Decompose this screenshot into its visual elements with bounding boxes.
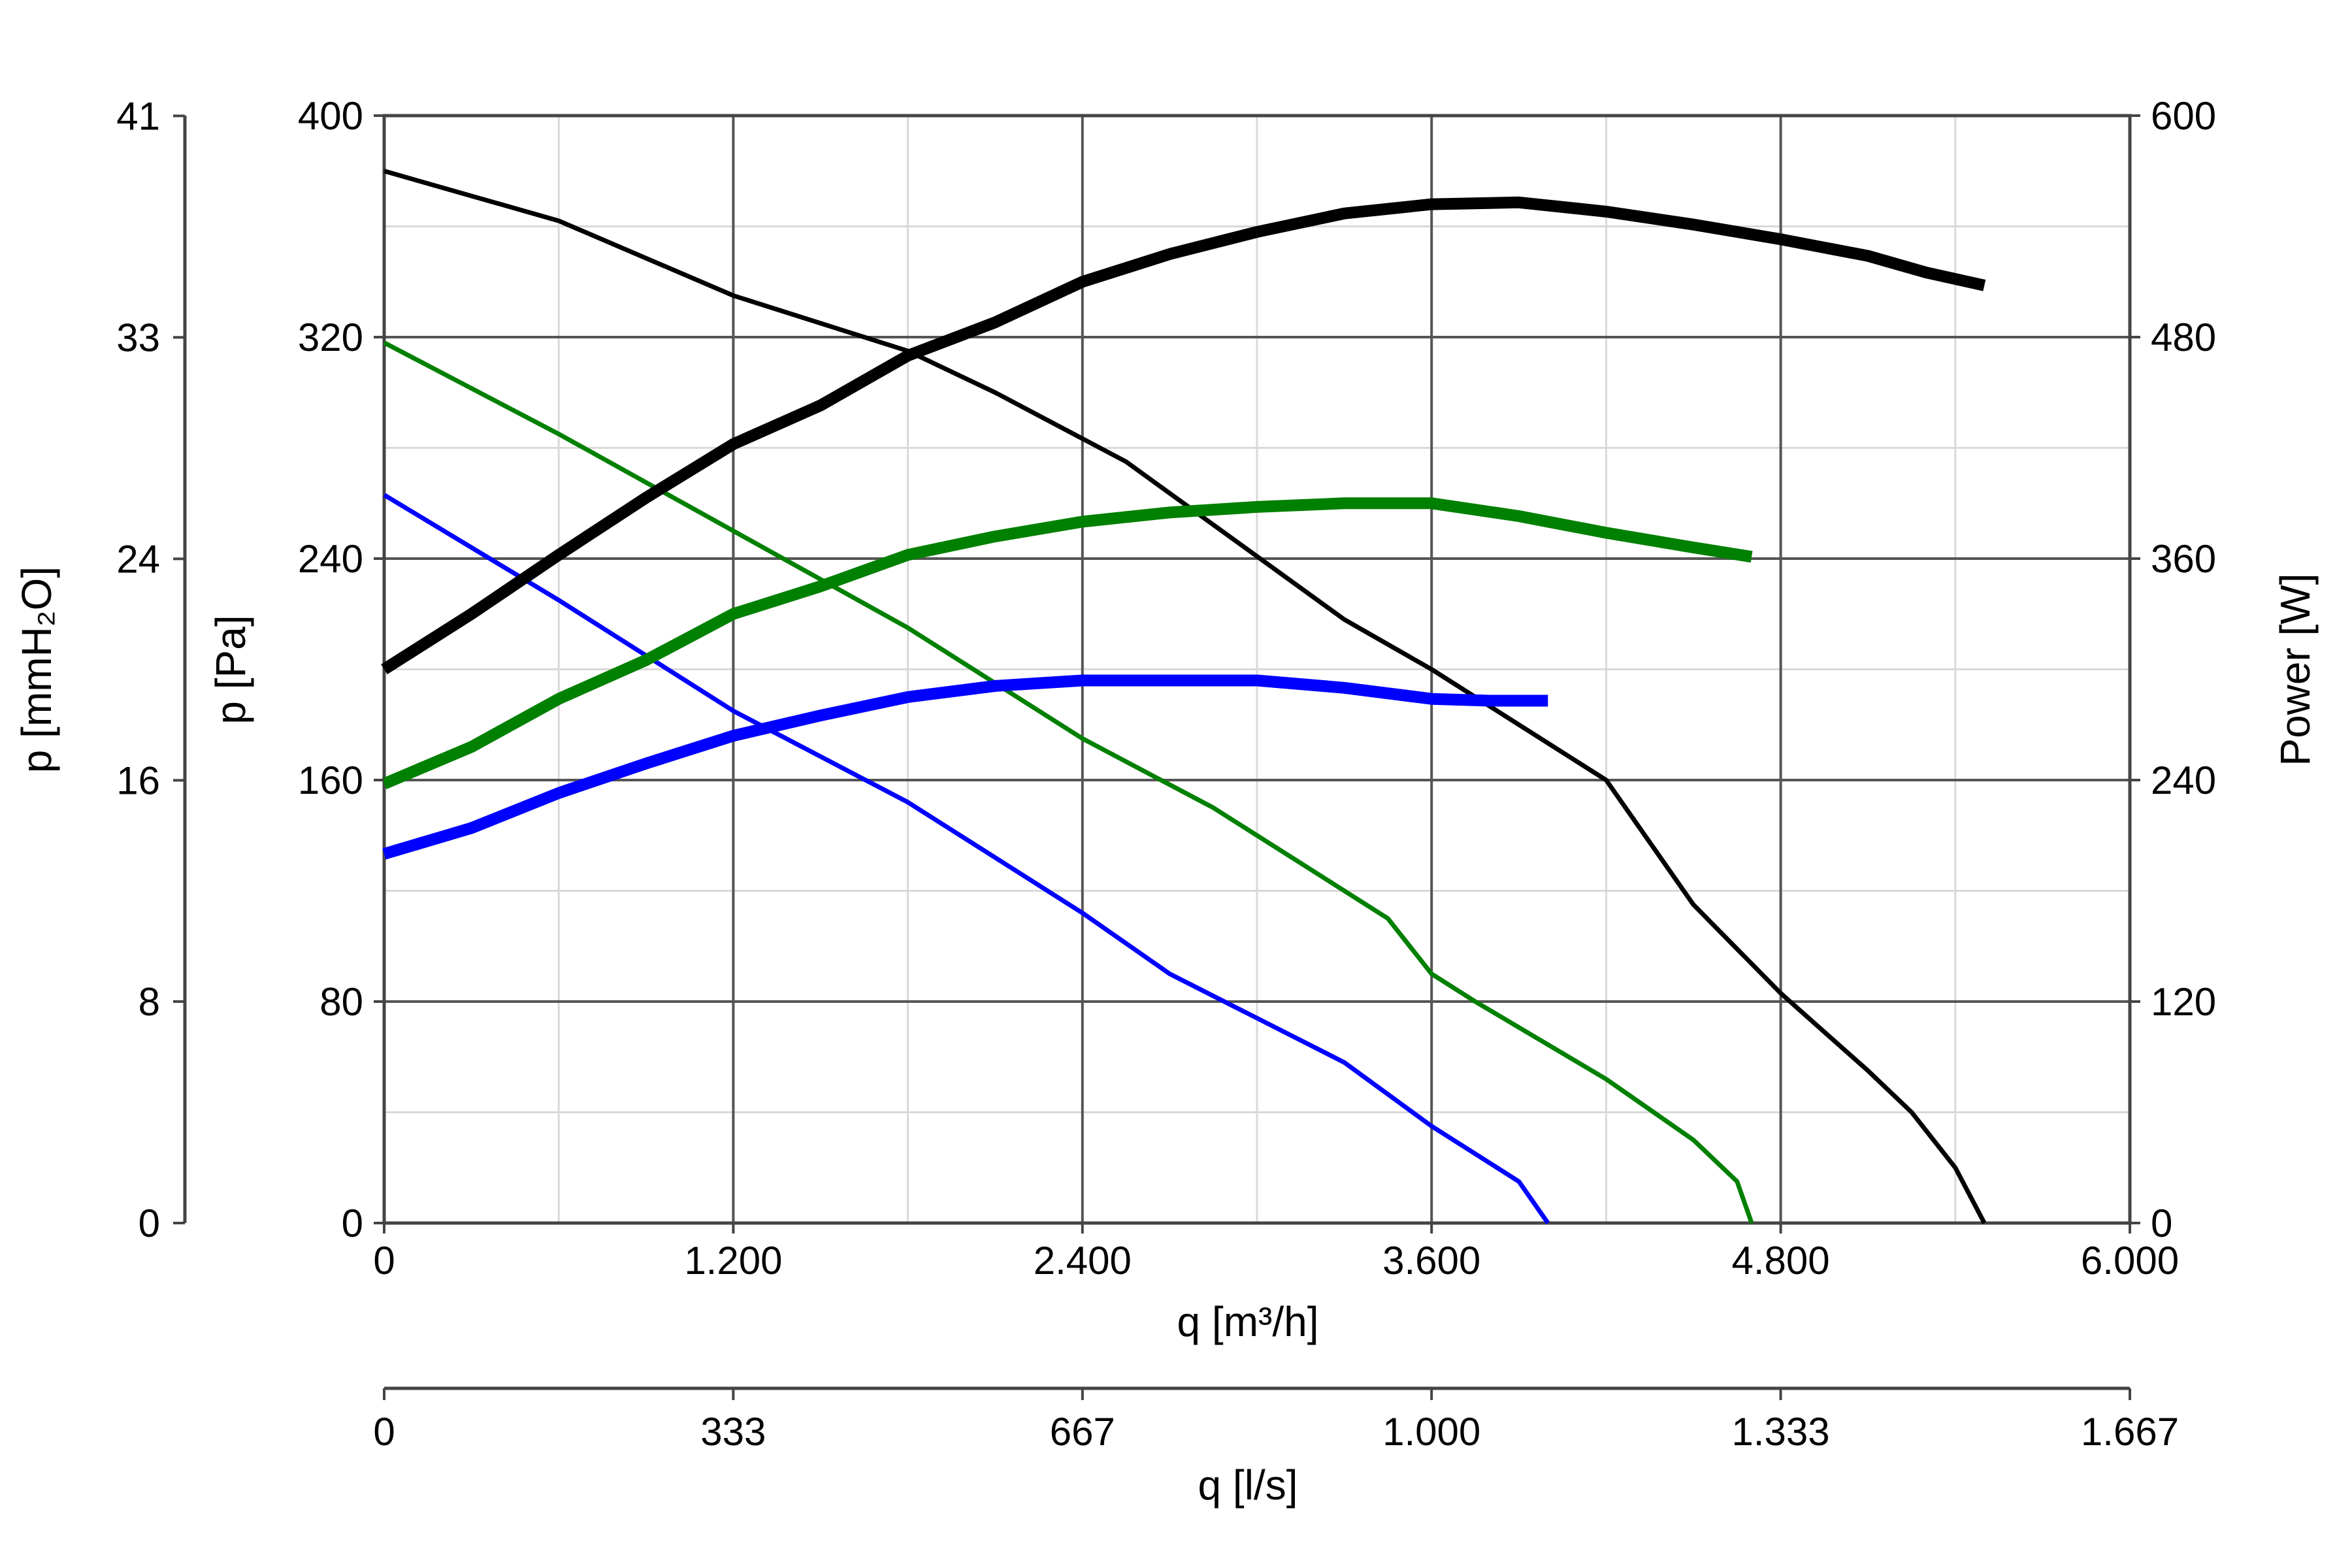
series-group (381, 169, 1987, 1225)
y-secondary-left-axis-title: p [mmH₂O] (13, 566, 60, 773)
ls-tick-label: 1.000 (1382, 1410, 1480, 1454)
power-tick-label: 240 (2151, 759, 2216, 802)
power-tick-label: 120 (2151, 980, 2216, 1024)
y-tick-label: 80 (319, 980, 363, 1024)
power-curve-4 (381, 196, 1986, 675)
mmh2o-tick-label: 16 (116, 759, 160, 802)
y-tick-label: 160 (298, 759, 363, 802)
ls-tick-label: 1.667 (2081, 1410, 2179, 1454)
power-tick-label: 600 (2151, 94, 2216, 138)
x-tick-label: 4.800 (1732, 1239, 1830, 1282)
x-secondary-axis-title: q [l/s] (1198, 1462, 1298, 1509)
power-tick-label: 0 (2151, 1201, 2172, 1245)
y-axis-title: p [Pa] (207, 615, 254, 724)
mmh2o-tick-label: 33 (116, 316, 160, 359)
y-tick-label: 240 (298, 537, 363, 581)
mmh2o-tick-label: 0 (139, 1201, 160, 1245)
power-tick-label: 360 (2151, 537, 2216, 581)
mmh2o-tick-label: 41 (116, 94, 160, 138)
ls-tick-label: 1.333 (1731, 1410, 1829, 1454)
power-curve-6 (382, 674, 1548, 860)
ls-tick-label: 0 (373, 1410, 395, 1454)
x-tick-label: 2.400 (1034, 1239, 1132, 1282)
x-axis-title: q [m³/h] (1177, 1298, 1319, 1345)
power-curve-5 (382, 497, 1753, 789)
x-tick-label: 6.000 (2081, 1239, 2179, 1282)
x-tick-label: 0 (373, 1239, 395, 1282)
y-tick-label: 320 (298, 316, 363, 359)
tick-labels: 0 1.200 2.400 3.600 4.800 6.00008016024032040… (116, 94, 2216, 1454)
pressure-curve-1 (384, 169, 1987, 1224)
power-tick-label: 480 (2151, 316, 2216, 359)
mmh2o-tick-label: 24 (116, 537, 160, 581)
x-tick-label: 1.200 (684, 1239, 782, 1282)
pressure-curve-2 (383, 340, 1754, 1224)
mmh2o-tick-label: 8 (139, 980, 160, 1024)
ls-tick-label: 333 (700, 1410, 766, 1454)
plot-frame (382, 114, 2132, 1225)
y-right-axis-title: Power [W] (2272, 573, 2319, 766)
axes-group (173, 114, 2140, 1400)
y-tick-label: 400 (298, 94, 363, 138)
x-tick-label: 3.600 (1382, 1239, 1480, 1282)
y-tick-label: 0 (342, 1201, 363, 1245)
plot-border (382, 114, 2132, 1225)
ls-tick-label: 667 (1050, 1410, 1115, 1454)
